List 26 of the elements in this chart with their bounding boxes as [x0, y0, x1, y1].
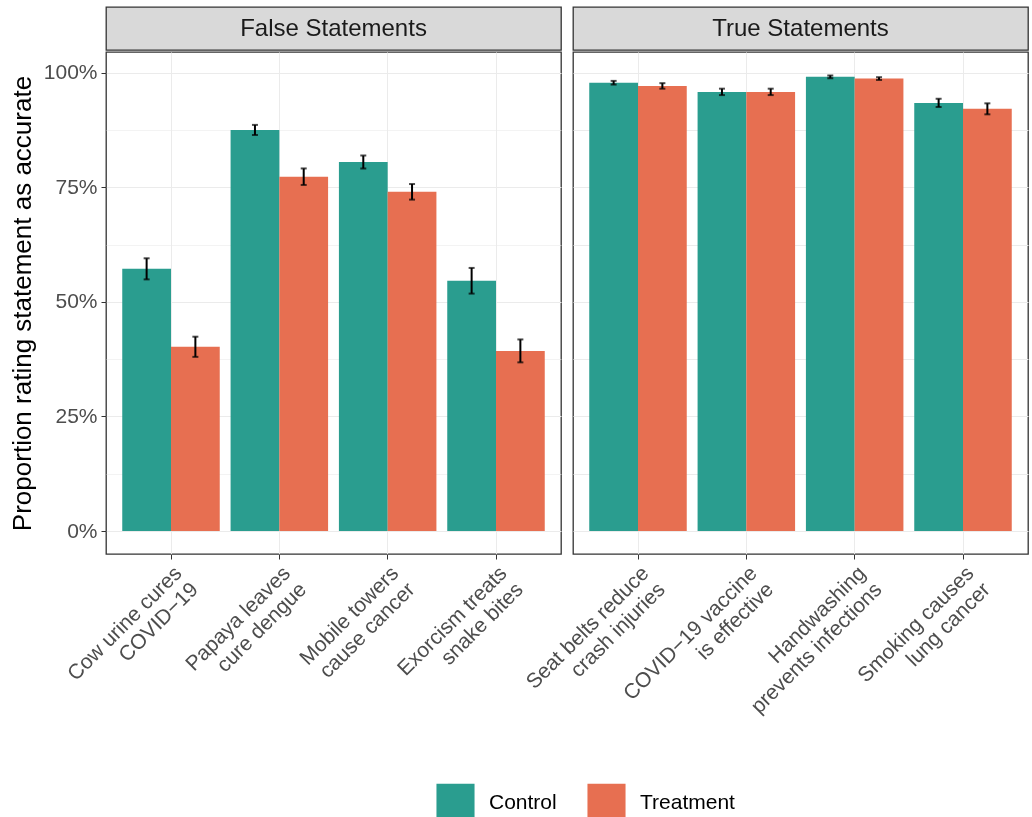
y-axis-title: Proportion rating statement as accurate	[6, 75, 37, 532]
chart-title: False Statements	[240, 13, 427, 41]
bar	[746, 91, 796, 532]
bar	[338, 162, 388, 532]
y-tick-label: 50%	[55, 289, 98, 313]
legend-label: Control	[489, 789, 557, 813]
bar	[638, 85, 687, 532]
chart-title: True Statements	[712, 13, 889, 41]
bar	[230, 129, 280, 532]
y-tick-label: 75%	[55, 174, 98, 198]
bar	[697, 91, 747, 532]
bar	[447, 280, 496, 532]
bar	[171, 346, 220, 532]
bar	[963, 108, 1012, 532]
bar	[387, 191, 437, 532]
legend-label: Treatment	[640, 789, 736, 813]
bar	[805, 76, 855, 532]
y-tick-label: 25%	[55, 403, 98, 427]
bar	[589, 82, 638, 532]
y-tick-label: 100%	[43, 60, 98, 84]
bar	[496, 350, 545, 532]
bar	[854, 78, 904, 532]
y-tick-label: 0%	[67, 518, 98, 542]
bar	[914, 102, 963, 532]
bar	[122, 268, 171, 532]
bar	[279, 176, 329, 532]
